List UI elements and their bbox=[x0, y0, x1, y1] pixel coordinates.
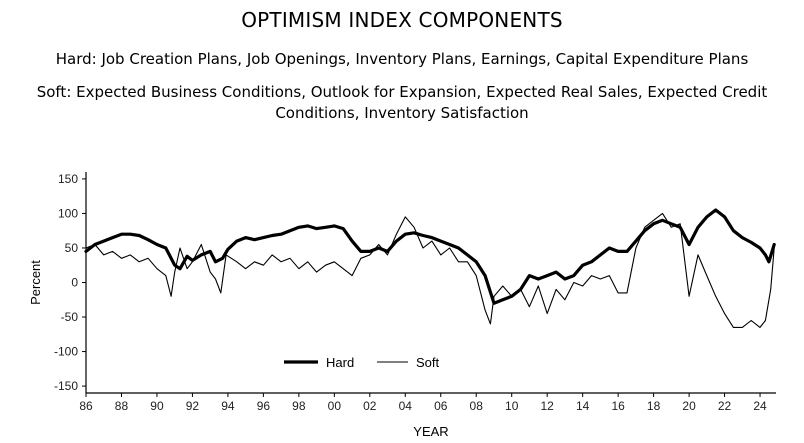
x-tick-label: 24 bbox=[753, 399, 767, 413]
legend-label-soft: Soft bbox=[416, 355, 440, 370]
x-tick-label: 10 bbox=[505, 399, 519, 413]
y-tick-label: -100 bbox=[54, 345, 78, 359]
x-tick-label: 02 bbox=[363, 399, 377, 413]
y-tick-label: 150 bbox=[58, 172, 78, 186]
x-tick-label: 00 bbox=[328, 399, 342, 413]
y-tick-label: -50 bbox=[61, 310, 79, 324]
x-tick-label: 22 bbox=[718, 399, 732, 413]
x-tick-label: 12 bbox=[541, 399, 555, 413]
x-tick-label: 08 bbox=[470, 399, 484, 413]
x-tick-label: 14 bbox=[576, 399, 590, 413]
x-tick-label: 04 bbox=[399, 399, 413, 413]
x-tick-label: 16 bbox=[611, 399, 625, 413]
x-tick-label: 88 bbox=[115, 399, 129, 413]
x-tick-label: 96 bbox=[257, 399, 271, 413]
x-tick-label: 94 bbox=[221, 399, 235, 413]
y-tick-label: -150 bbox=[54, 379, 78, 393]
x-tick-label: 06 bbox=[434, 399, 448, 413]
chart-title: OPTIMISM INDEX COMPONENTS bbox=[241, 8, 563, 32]
x-tick-label: 86 bbox=[79, 399, 93, 413]
series-line-soft bbox=[85, 212, 775, 328]
x-tick-label: 18 bbox=[647, 399, 661, 413]
subtitle-soft: Soft: Expected Business Conditions, Outl… bbox=[36, 83, 768, 122]
legend-label-hard: Hard bbox=[326, 355, 354, 370]
y-tick-label: 50 bbox=[65, 241, 79, 255]
x-axis-label: YEAR bbox=[413, 424, 448, 439]
x-tick-label: 98 bbox=[292, 399, 306, 413]
y-tick-label: 0 bbox=[71, 276, 78, 290]
x-tick-label: 92 bbox=[186, 399, 200, 413]
y-tick-label: 100 bbox=[58, 206, 78, 220]
subtitle-hard: Hard: Job Creation Plans, Job Openings, … bbox=[55, 50, 749, 68]
x-tick-label: 90 bbox=[150, 399, 164, 413]
series-line-hard bbox=[84, 208, 776, 305]
x-tick-label: 20 bbox=[682, 399, 696, 413]
y-axis-label: Percent bbox=[28, 260, 43, 305]
